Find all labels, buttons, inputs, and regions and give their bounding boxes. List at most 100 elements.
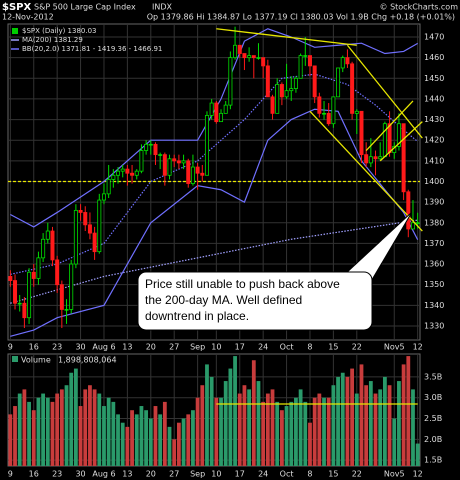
candle-body — [27, 271, 32, 319]
volume-bar — [17, 393, 22, 466]
volume-bar — [64, 385, 69, 466]
y-tick-label: 1370 — [424, 239, 444, 248]
candle-body — [223, 104, 228, 114]
volume-bar — [270, 389, 275, 466]
volume-bar — [158, 414, 163, 466]
x-tick-label: 30 — [75, 470, 85, 479]
candle-body — [78, 209, 83, 213]
candle-body — [298, 55, 303, 79]
x-tick-label: 10 — [211, 343, 221, 352]
volume-bar — [237, 393, 242, 466]
volume-bar — [326, 397, 331, 466]
candle-body — [275, 84, 280, 114]
callout-box — [137, 271, 373, 331]
candle-body — [209, 102, 214, 116]
x-tick-label: 22 — [352, 343, 362, 352]
volume-bar — [284, 406, 289, 466]
candle-body — [378, 156, 383, 160]
candle-body — [396, 123, 401, 147]
volume-bar — [354, 393, 359, 466]
candle-body — [59, 284, 64, 310]
x-tick-label: 12 — [413, 470, 423, 479]
candle-body — [83, 212, 88, 226]
x-tick-label: 27 — [169, 470, 179, 479]
candle-body — [322, 112, 327, 115]
volume-bar — [83, 389, 88, 466]
x-tick-label: 17 — [235, 470, 245, 479]
candle-body — [130, 172, 135, 176]
candle-body — [345, 57, 350, 65]
x-tick-label: Oct — [280, 343, 294, 352]
volume-bar — [167, 426, 172, 466]
y-tick-label: 1.5B — [424, 456, 442, 465]
volume-bar — [148, 418, 153, 466]
legend-label: BB(20,2.0) 1371.81 - 1419.36 - 1466.91 — [22, 45, 162, 53]
volume-bar — [406, 356, 411, 466]
x-tick-label: Nov5 — [384, 343, 405, 352]
volume-bar — [289, 401, 294, 466]
candle-body — [8, 276, 13, 281]
candle-body — [247, 55, 252, 59]
candle-body — [265, 65, 270, 98]
x-tick-label: 20 — [146, 470, 156, 479]
volume-bar — [233, 356, 237, 466]
volume-bar — [116, 414, 120, 466]
trend-line — [379, 121, 423, 162]
y-tick-label: 1390 — [424, 198, 444, 207]
candle-body — [270, 96, 275, 114]
y-tick-label: 1470 — [424, 33, 444, 42]
overlay-line — [10, 108, 419, 337]
volume-bar — [397, 381, 401, 466]
volume-bar — [88, 385, 92, 466]
y-tick-label: 1360 — [424, 260, 444, 269]
candle-body — [284, 90, 289, 98]
volume-bar — [191, 410, 195, 466]
candle-body — [17, 302, 22, 305]
volume-bar — [73, 368, 78, 466]
volume-bar — [261, 401, 266, 466]
x-tick-label: 16 — [29, 343, 39, 352]
legend-label: $SPX (Daily) 1380.03 — [22, 27, 96, 35]
volume-bar — [130, 410, 134, 466]
candle-body — [144, 143, 149, 151]
volume-bar — [401, 364, 406, 466]
volume-bar — [312, 397, 317, 466]
y-tick-label: 2.5B — [424, 414, 442, 423]
candle-body — [181, 160, 186, 164]
x-tick-label: 9 — [8, 343, 13, 352]
candle-body — [41, 238, 46, 259]
candle-body — [307, 55, 312, 67]
volume-bar — [219, 397, 223, 466]
volume-bar — [331, 385, 336, 466]
candle-body — [190, 166, 195, 184]
volume-bar — [294, 397, 298, 466]
volume-bar — [205, 364, 209, 466]
candle-body — [134, 170, 139, 176]
volume-bar — [340, 372, 345, 466]
volume-bar — [153, 406, 158, 466]
x-tick-label: 24 — [258, 343, 268, 352]
candle-body — [340, 57, 345, 69]
volume-bar — [92, 389, 97, 466]
volume-title: Volume — [21, 356, 51, 365]
candle-body — [148, 143, 153, 146]
overlay-line — [10, 219, 418, 304]
candle-body — [303, 55, 308, 57]
exchange: INDX — [152, 3, 173, 12]
volume-bar — [195, 397, 200, 466]
volume-bar — [27, 401, 31, 466]
x-tick-label: 12 — [413, 343, 423, 352]
trend-line — [216, 28, 357, 46]
trend-line — [346, 44, 423, 139]
candle-body — [387, 123, 392, 153]
symbol: $SPX — [2, 2, 31, 13]
candle-body — [219, 112, 224, 123]
x-tick-label: 30 — [75, 343, 85, 352]
volume-bar — [303, 401, 308, 466]
x-tick-label: 8 — [307, 343, 312, 352]
candle-body — [31, 271, 36, 279]
candle-body — [312, 65, 317, 98]
volume-bar — [200, 385, 205, 466]
volume-bar — [139, 406, 144, 466]
